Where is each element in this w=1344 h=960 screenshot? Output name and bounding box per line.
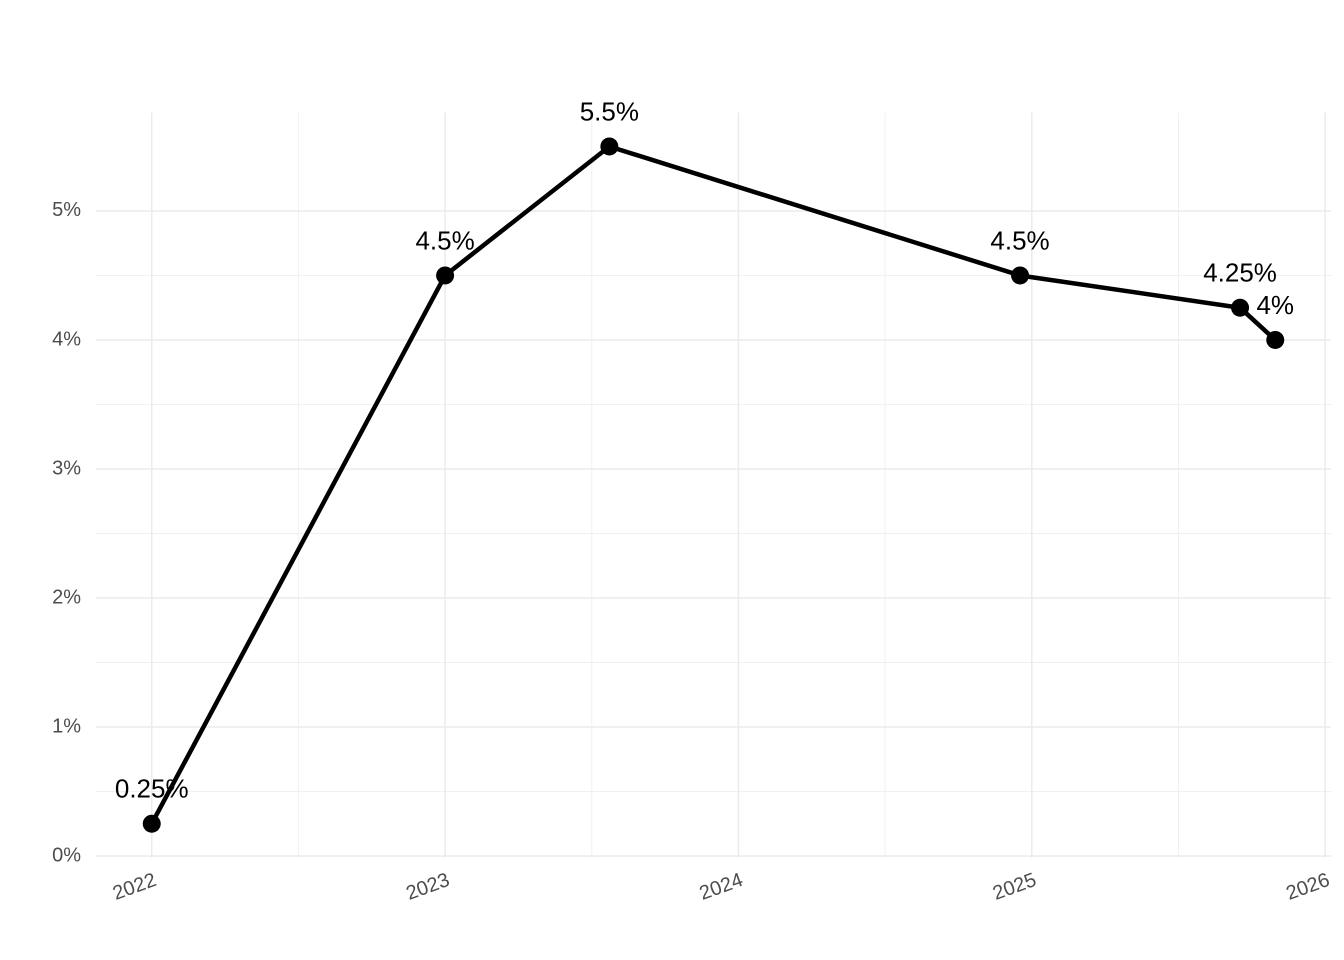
line — [149, 144, 1277, 825]
x-tick-label: 2024 — [697, 869, 746, 905]
point — [142, 814, 161, 833]
y-tick-label: 1% — [52, 715, 81, 737]
y-tick-label: 4% — [52, 328, 81, 350]
y-tick-label: 2% — [52, 586, 81, 608]
y-tick-label: 5% — [52, 199, 81, 221]
y-tick-label: 3% — [52, 457, 81, 479]
data-label: 4% — [1256, 290, 1294, 320]
x-tick-label: 2022 — [110, 869, 159, 905]
x-tick-label: 2025 — [990, 869, 1039, 905]
x-tick-label: 2023 — [403, 869, 452, 905]
point — [436, 266, 455, 285]
point — [600, 137, 619, 156]
data-label: 5.5% — [580, 96, 639, 126]
grid — [96, 112, 1331, 858]
x-tick-label: 2026 — [1283, 869, 1332, 905]
point — [1011, 266, 1030, 285]
point — [1231, 298, 1250, 317]
data-label: 4.5% — [415, 225, 474, 255]
data-label: 4.25% — [1203, 258, 1277, 288]
data-label: 4.5% — [990, 225, 1049, 255]
point — [1266, 330, 1285, 349]
y-tick-label: 0% — [52, 844, 81, 866]
data-label: 0.25% — [115, 774, 189, 804]
